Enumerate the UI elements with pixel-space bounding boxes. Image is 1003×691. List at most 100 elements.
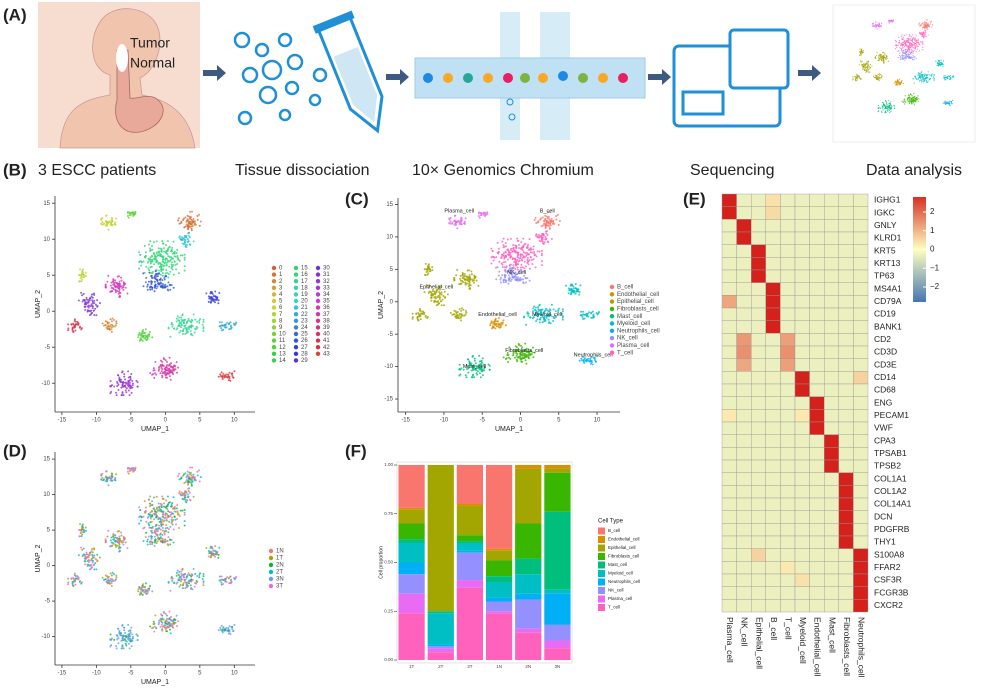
heatmap-cell: [780, 219, 796, 233]
cell-point: [168, 245, 171, 248]
cell-point: [917, 78, 919, 81]
cell-point: [80, 528, 83, 531]
legend-swatch: [271, 358, 277, 363]
cell-point: [131, 384, 134, 387]
cell-point: [186, 473, 189, 476]
heatmap-cell: [721, 206, 737, 220]
cell-point: [593, 358, 596, 361]
cell-point: [438, 290, 441, 293]
heatmap-cell: [824, 497, 840, 511]
cell-point: [150, 265, 153, 268]
heatmap-cell: [751, 447, 767, 461]
cell-point: [511, 276, 514, 279]
cell-point: [188, 491, 191, 494]
cell-point: [161, 372, 164, 375]
cell-point: [460, 309, 463, 312]
cell-point: [144, 506, 147, 509]
cell-point: [911, 56, 914, 59]
cell-point: [183, 481, 186, 484]
cell-point: [127, 382, 130, 385]
cell-point: [909, 44, 911, 46]
heatmap-cell: [780, 282, 796, 296]
cell-point: [546, 211, 549, 214]
cell-point: [85, 298, 88, 301]
cell-point: [910, 101, 912, 103]
cell-point: [471, 368, 474, 371]
cell-point: [148, 271, 151, 274]
cell-point: [428, 285, 431, 288]
cell-point: [163, 624, 166, 627]
heatmap-cell: [721, 295, 737, 309]
cell-point: [120, 276, 123, 279]
heatmap-cell: [721, 193, 737, 207]
cell-point: [83, 305, 86, 308]
heatmap-cell: [794, 447, 810, 461]
cell-point: [880, 55, 882, 57]
heatmap-cell: [794, 434, 810, 448]
cell-point: [116, 537, 119, 540]
cell-point: [431, 294, 434, 297]
legend-label: 15: [301, 266, 308, 272]
cluster-annotation: Plasma_cell: [444, 208, 474, 214]
cell-point: [926, 73, 928, 76]
cell-point: [902, 47, 904, 49]
cell-point: [901, 37, 903, 40]
cell-point: [161, 515, 164, 518]
heatmap-cell: [794, 383, 810, 397]
cell-point: [171, 325, 174, 328]
cell-point: [146, 540, 149, 543]
heatmap-cell: [809, 510, 825, 524]
cell-point: [536, 315, 539, 318]
cell-point: [161, 497, 164, 500]
cell-point: [183, 513, 186, 516]
cell-point: [115, 645, 118, 648]
cell-point: [573, 287, 576, 290]
sequencer: [672, 28, 790, 128]
cell-point: [925, 25, 927, 27]
legend-swatch: [271, 312, 277, 317]
cell-point: [115, 380, 118, 383]
cell-point: [132, 212, 135, 215]
legend-label: 13: [279, 351, 286, 357]
legend-swatch: [293, 298, 299, 304]
cell-point: [92, 309, 95, 312]
cell-point: [101, 476, 104, 479]
cell-point: [875, 21, 877, 23]
cell-point: [854, 76, 856, 78]
cell-point: [519, 266, 522, 269]
cell-point: [914, 46, 916, 48]
cell-point: [183, 241, 186, 244]
cell-point: [862, 51, 865, 54]
cell-point: [184, 587, 187, 590]
cell-point: [912, 34, 914, 36]
cell-point: [153, 284, 156, 287]
heatmap-cell: [780, 421, 796, 435]
cell-point: [515, 354, 518, 357]
cell-point: [180, 326, 183, 329]
cell-point: [518, 357, 521, 360]
heatmap-cell: [751, 485, 767, 499]
cell-point: [471, 374, 474, 377]
cell-point: [468, 278, 471, 281]
cell-point: [180, 570, 183, 573]
heatmap-cell: [765, 345, 781, 359]
cell-point: [169, 615, 172, 618]
heatmap-cell: [736, 269, 752, 283]
cell-point: [151, 270, 154, 273]
cell-point: [541, 242, 544, 245]
cell-point: [495, 322, 498, 325]
cell-point: [916, 44, 918, 46]
cell-point: [128, 211, 131, 214]
cell-point: [431, 266, 434, 269]
legend-label: 6: [279, 305, 283, 311]
cell-point: [214, 295, 217, 298]
heatmap-cell: [824, 472, 840, 486]
panel-label: (C): [345, 189, 369, 208]
cell-point: [150, 283, 153, 286]
legend-swatch: [271, 279, 277, 284]
cell-point: [91, 307, 94, 310]
cell-point: [79, 579, 82, 582]
cell-point: [160, 613, 163, 616]
cell-point: [147, 280, 150, 283]
cell-point: [884, 111, 886, 114]
